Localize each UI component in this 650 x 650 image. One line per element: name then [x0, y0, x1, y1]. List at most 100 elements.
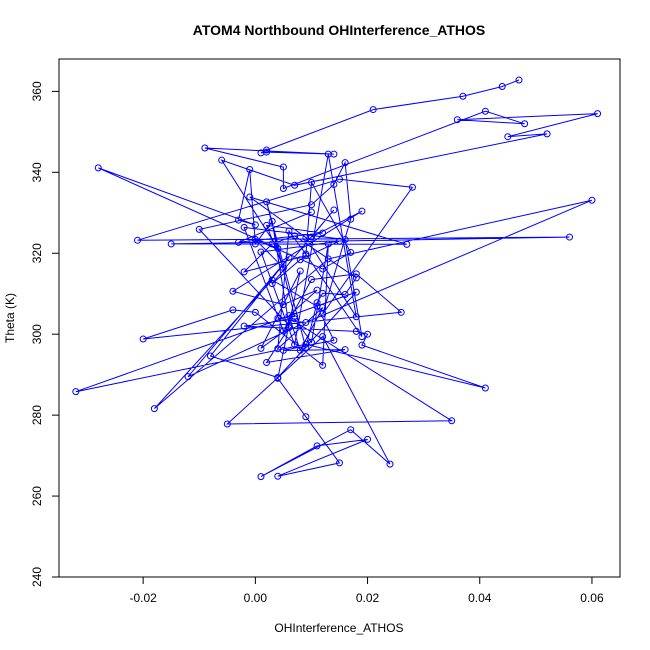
data-point	[218, 156, 226, 164]
x-tick-label: 0.00	[244, 591, 268, 605]
x-axis: -0.02 0.00 0.02 0.04 0.06	[129, 576, 604, 605]
data-point	[302, 318, 310, 326]
data-point	[285, 227, 293, 235]
data-point	[324, 240, 332, 248]
data-point	[336, 175, 343, 183]
data-point	[251, 221, 259, 229]
data-point	[336, 459, 343, 467]
data-point	[263, 148, 271, 156]
data-point	[167, 240, 175, 248]
data-point	[296, 321, 304, 329]
data-point	[263, 146, 271, 154]
data-point	[358, 333, 366, 341]
y-axis-label: Theta (K)	[3, 293, 17, 343]
data-point	[291, 181, 299, 189]
data-point	[94, 164, 102, 172]
y-tick-label: 240	[30, 567, 44, 587]
data-point	[448, 417, 456, 425]
data-point	[291, 232, 299, 240]
data-point	[330, 336, 338, 344]
data-point	[268, 217, 276, 225]
data-point	[364, 330, 372, 338]
data-point	[251, 308, 259, 316]
data-point	[246, 165, 254, 173]
data-point	[296, 346, 304, 354]
data-point	[229, 287, 237, 295]
data-point	[498, 83, 506, 91]
data-point	[397, 308, 405, 316]
data-point	[240, 268, 248, 276]
data-point	[313, 302, 321, 310]
y-tick-label: 360	[30, 81, 44, 101]
data-point	[296, 256, 304, 264]
data-point	[235, 238, 243, 246]
data-point	[481, 384, 489, 392]
data-point	[307, 201, 315, 209]
data-point	[268, 276, 276, 284]
data-point	[352, 270, 360, 278]
data-point	[302, 413, 310, 421]
data-point	[358, 207, 366, 215]
data-point	[319, 265, 327, 273]
x-tick-label: 0.02	[356, 591, 380, 605]
data-point	[263, 198, 271, 206]
data-point	[319, 229, 327, 237]
data-point	[369, 106, 377, 114]
data-point	[543, 130, 551, 138]
data-point	[341, 235, 349, 243]
data-point	[263, 359, 271, 367]
data-point	[291, 341, 299, 349]
data-point	[184, 373, 192, 381]
data-point	[319, 289, 327, 297]
data-point	[268, 280, 276, 288]
data-point	[279, 163, 287, 171]
y-tick-label: 260	[30, 486, 44, 506]
y-tick-label: 280	[30, 405, 44, 425]
data-point	[268, 240, 276, 248]
data-point	[386, 460, 394, 468]
data-point	[521, 120, 529, 128]
data-point	[324, 255, 332, 263]
y-tick-label: 340	[30, 162, 44, 182]
data-point	[285, 253, 293, 261]
data-point	[257, 473, 265, 481]
data-point	[279, 264, 287, 272]
data-point	[352, 313, 360, 321]
data-point	[240, 223, 248, 231]
data-point	[347, 426, 355, 434]
data-point	[274, 472, 282, 480]
data-point	[313, 442, 321, 450]
data-point	[72, 388, 80, 396]
data-point	[352, 288, 360, 296]
data-point	[352, 274, 360, 282]
data-point	[319, 361, 327, 369]
data-point	[358, 341, 366, 349]
data-point	[347, 248, 355, 256]
data-point	[307, 208, 315, 216]
series-layer	[72, 76, 602, 481]
data-point	[257, 344, 265, 352]
data-point	[223, 420, 231, 428]
data-point	[330, 206, 338, 214]
data-point	[341, 291, 349, 299]
data-point	[279, 346, 287, 354]
data-point	[279, 327, 287, 335]
y-tick-label: 300	[30, 324, 44, 344]
data-point	[324, 150, 332, 158]
data-point	[251, 240, 259, 248]
data-point	[229, 306, 237, 314]
data-point	[403, 240, 411, 248]
data-point	[341, 346, 349, 354]
data-point	[263, 221, 271, 229]
data-point	[481, 107, 489, 115]
data-point	[240, 322, 248, 330]
data-point	[307, 233, 315, 241]
data-point	[139, 335, 147, 343]
y-tick-label: 320	[30, 243, 44, 263]
data-point	[291, 312, 299, 320]
data-point	[206, 352, 214, 360]
data-point	[302, 252, 310, 260]
data-point	[307, 276, 315, 284]
data-point	[347, 215, 355, 223]
